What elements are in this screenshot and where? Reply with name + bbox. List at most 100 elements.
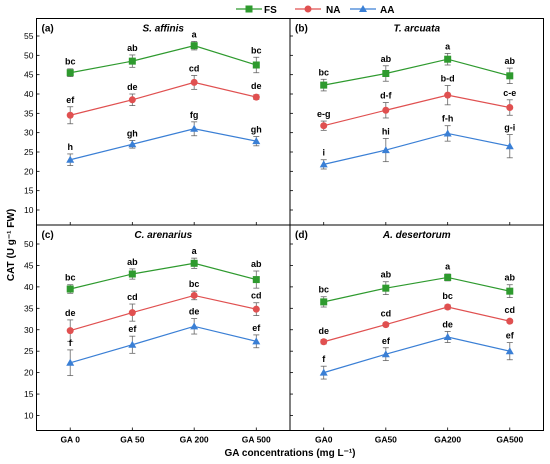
data-point-fs	[444, 55, 452, 63]
data-point-na	[252, 93, 260, 101]
data-point-na	[320, 338, 328, 346]
data-point-aa	[66, 155, 75, 163]
significance-label-aa: gh	[127, 128, 138, 138]
significance-label-aa: hi	[382, 126, 390, 136]
data-point-fs	[320, 298, 328, 306]
x-tick-label: GA50	[375, 435, 397, 445]
data-point-fs	[190, 259, 198, 267]
data-point-na	[128, 309, 136, 317]
y-tick-label: 20	[24, 166, 34, 176]
data-point-aa	[66, 358, 75, 366]
data-point-na	[382, 106, 390, 114]
data-point-aa	[505, 142, 514, 150]
series-line-na	[70, 294, 257, 332]
panel-b: (b) T. arcuata bc ab a ab e-g d-f b-d c-e i hi f-h g-…	[290, 24, 516, 225]
significance-label-na: b-d	[441, 73, 455, 83]
data-point-na	[66, 327, 74, 335]
significance-label-fs: bc	[65, 273, 76, 283]
y-tick-label: 30	[24, 128, 34, 138]
legend-label-na: NA	[326, 5, 340, 16]
y-tick-label: 40	[24, 282, 34, 292]
data-point-fs	[320, 81, 328, 89]
data-point-aa	[319, 368, 328, 376]
x-tick-label: GA200	[434, 435, 461, 445]
significance-label-fs: a	[445, 41, 451, 51]
series-line-fs	[323, 58, 510, 86]
data-point-aa	[443, 129, 452, 137]
data-point-fs	[66, 285, 74, 293]
data-point-fs	[506, 287, 514, 295]
significance-label-fs: ab	[381, 270, 392, 280]
x-tick-label: GA 50	[120, 435, 145, 445]
legend-marker-fs	[245, 5, 253, 13]
data-point-aa	[381, 146, 390, 154]
series-line-aa	[323, 132, 510, 165]
series-line-na	[323, 94, 510, 127]
data-point-aa	[381, 350, 390, 358]
panel-label: (c)	[42, 230, 54, 241]
data-point-na	[444, 91, 452, 99]
series-line-fs	[70, 262, 257, 290]
series-line-aa	[323, 336, 510, 374]
y-tick-label: 25	[24, 147, 34, 157]
significance-label-na: ef	[66, 95, 75, 105]
panel-title: A. desertorum	[382, 230, 451, 241]
data-point-na	[252, 305, 260, 313]
data-point-na	[66, 111, 74, 119]
significance-label-na: d-f	[380, 91, 392, 101]
significance-label-na: bc	[189, 279, 200, 289]
data-point-na	[444, 303, 452, 311]
significance-label-aa: de	[442, 319, 453, 329]
y-tick-label: 35	[24, 108, 34, 118]
significance-label-fs: ab	[381, 54, 392, 64]
panel-label: (d)	[295, 230, 308, 241]
data-point-fs	[444, 273, 452, 281]
significance-label-aa: i	[322, 148, 325, 158]
data-point-na	[320, 122, 328, 130]
data-point-aa	[505, 347, 514, 355]
panel-title: C. arenarius	[134, 230, 192, 241]
significance-label-aa: f-h	[442, 114, 454, 124]
significance-label-aa: gh	[251, 125, 262, 135]
y-tick-label: 30	[24, 325, 34, 335]
significance-label-aa: ef	[506, 331, 515, 341]
significance-label-fs: bc	[318, 285, 329, 295]
significance-label-aa: f	[69, 338, 73, 348]
data-point-fs	[252, 276, 260, 284]
y-tick-label: 55	[24, 31, 34, 41]
significance-label-fs: bc	[251, 45, 262, 55]
significance-label-fs: bc	[318, 67, 329, 77]
data-point-na	[128, 96, 136, 104]
significance-label-fs: ab	[127, 257, 138, 267]
data-point-na	[506, 104, 514, 112]
significance-label-fs: ab	[505, 273, 516, 283]
data-point-na	[190, 291, 198, 299]
y-tick-label: 15	[24, 389, 34, 399]
panel-title: T. arcuata	[394, 24, 441, 35]
data-point-fs	[128, 270, 136, 278]
series-line-aa	[70, 128, 257, 161]
data-point-aa	[190, 124, 199, 132]
series-line-na	[70, 81, 257, 116]
data-point-fs	[190, 42, 198, 50]
legend-marker-aa	[359, 5, 367, 12]
panel-a: 10 15 20 25 30 35 40 45 50 55 (a) S. affinis bc ab a bc…	[24, 24, 262, 225]
y-axis-label: CAT (U g⁻¹ FW)	[6, 209, 17, 281]
legend: FS NA AA	[236, 5, 394, 16]
y-tick-label: 40	[24, 89, 34, 99]
significance-label-na: cd	[381, 309, 392, 319]
significance-label-aa: ef	[128, 324, 137, 334]
significance-label-na: cd	[251, 291, 262, 301]
y-tick-label: 25	[24, 346, 34, 356]
significance-label-aa: ef	[252, 323, 261, 333]
y-tick-label: 35	[24, 303, 34, 313]
data-point-na	[190, 78, 198, 86]
significance-label-fs: bc	[65, 57, 76, 67]
legend-marker-na	[304, 5, 312, 13]
data-point-fs	[506, 72, 514, 80]
panel-label: (b)	[295, 24, 308, 35]
significance-label-na: cd	[505, 305, 516, 315]
x-tick-label: GA0	[315, 435, 333, 445]
significance-label-fs: a	[192, 29, 198, 39]
significance-label-na: c-e	[503, 88, 516, 98]
